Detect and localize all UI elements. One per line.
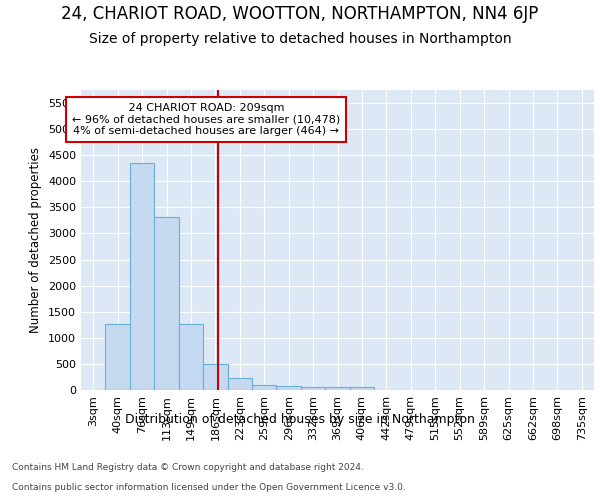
Text: Contains HM Land Registry data © Crown copyright and database right 2024.: Contains HM Land Registry data © Crown c… bbox=[12, 464, 364, 472]
Bar bbox=[325, 388, 350, 390]
Bar bbox=[227, 378, 252, 390]
Bar bbox=[106, 324, 130, 390]
Bar bbox=[301, 387, 325, 390]
Bar bbox=[130, 163, 154, 390]
Text: 24 CHARIOT ROAD: 209sqm   
← 96% of detached houses are smaller (10,478)
4% of s: 24 CHARIOT ROAD: 209sqm ← 96% of detache… bbox=[72, 103, 340, 136]
Bar bbox=[154, 218, 179, 390]
Text: Distribution of detached houses by size in Northampton: Distribution of detached houses by size … bbox=[125, 412, 475, 426]
Bar bbox=[277, 386, 301, 390]
Bar bbox=[350, 388, 374, 390]
Bar bbox=[203, 364, 227, 390]
Y-axis label: Number of detached properties: Number of detached properties bbox=[29, 147, 43, 333]
Bar bbox=[252, 385, 277, 390]
Text: Contains public sector information licensed under the Open Government Licence v3: Contains public sector information licen… bbox=[12, 484, 406, 492]
Text: 24, CHARIOT ROAD, WOOTTON, NORTHAMPTON, NN4 6JP: 24, CHARIOT ROAD, WOOTTON, NORTHAMPTON, … bbox=[61, 5, 539, 23]
Text: Size of property relative to detached houses in Northampton: Size of property relative to detached ho… bbox=[89, 32, 511, 46]
Bar bbox=[179, 324, 203, 390]
